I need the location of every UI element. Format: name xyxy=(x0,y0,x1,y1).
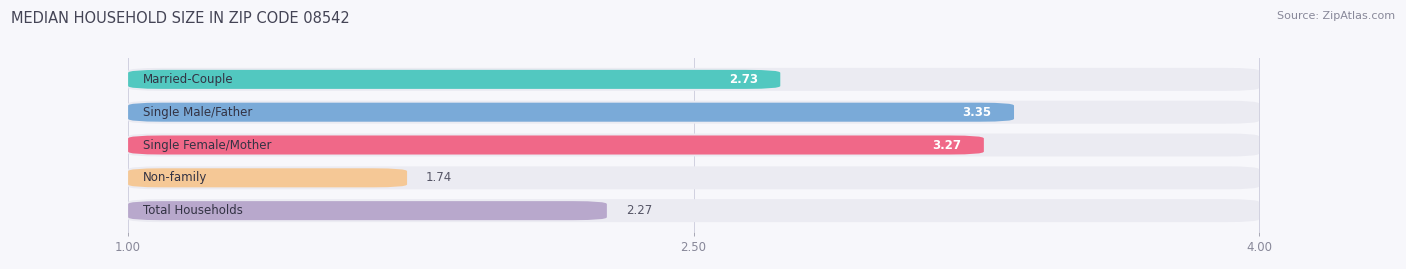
FancyBboxPatch shape xyxy=(128,166,1258,189)
Text: 1.74: 1.74 xyxy=(426,171,453,184)
FancyBboxPatch shape xyxy=(128,133,1258,157)
Text: 2.73: 2.73 xyxy=(728,73,758,86)
Text: Total Households: Total Households xyxy=(143,204,243,217)
FancyBboxPatch shape xyxy=(128,199,1258,222)
Text: Single Female/Mother: Single Female/Mother xyxy=(143,139,271,151)
FancyBboxPatch shape xyxy=(128,101,1258,124)
Text: Source: ZipAtlas.com: Source: ZipAtlas.com xyxy=(1277,11,1395,21)
FancyBboxPatch shape xyxy=(128,136,984,154)
FancyBboxPatch shape xyxy=(128,68,1258,91)
Text: MEDIAN HOUSEHOLD SIZE IN ZIP CODE 08542: MEDIAN HOUSEHOLD SIZE IN ZIP CODE 08542 xyxy=(11,11,350,26)
Text: 2.27: 2.27 xyxy=(626,204,652,217)
Text: 3.35: 3.35 xyxy=(962,106,991,119)
Text: 3.27: 3.27 xyxy=(932,139,962,151)
FancyBboxPatch shape xyxy=(128,201,607,220)
FancyBboxPatch shape xyxy=(128,70,780,89)
FancyBboxPatch shape xyxy=(128,168,408,187)
Text: Non-family: Non-family xyxy=(143,171,208,184)
FancyBboxPatch shape xyxy=(128,103,1014,122)
Text: Married-Couple: Married-Couple xyxy=(143,73,233,86)
Text: Single Male/Father: Single Male/Father xyxy=(143,106,253,119)
